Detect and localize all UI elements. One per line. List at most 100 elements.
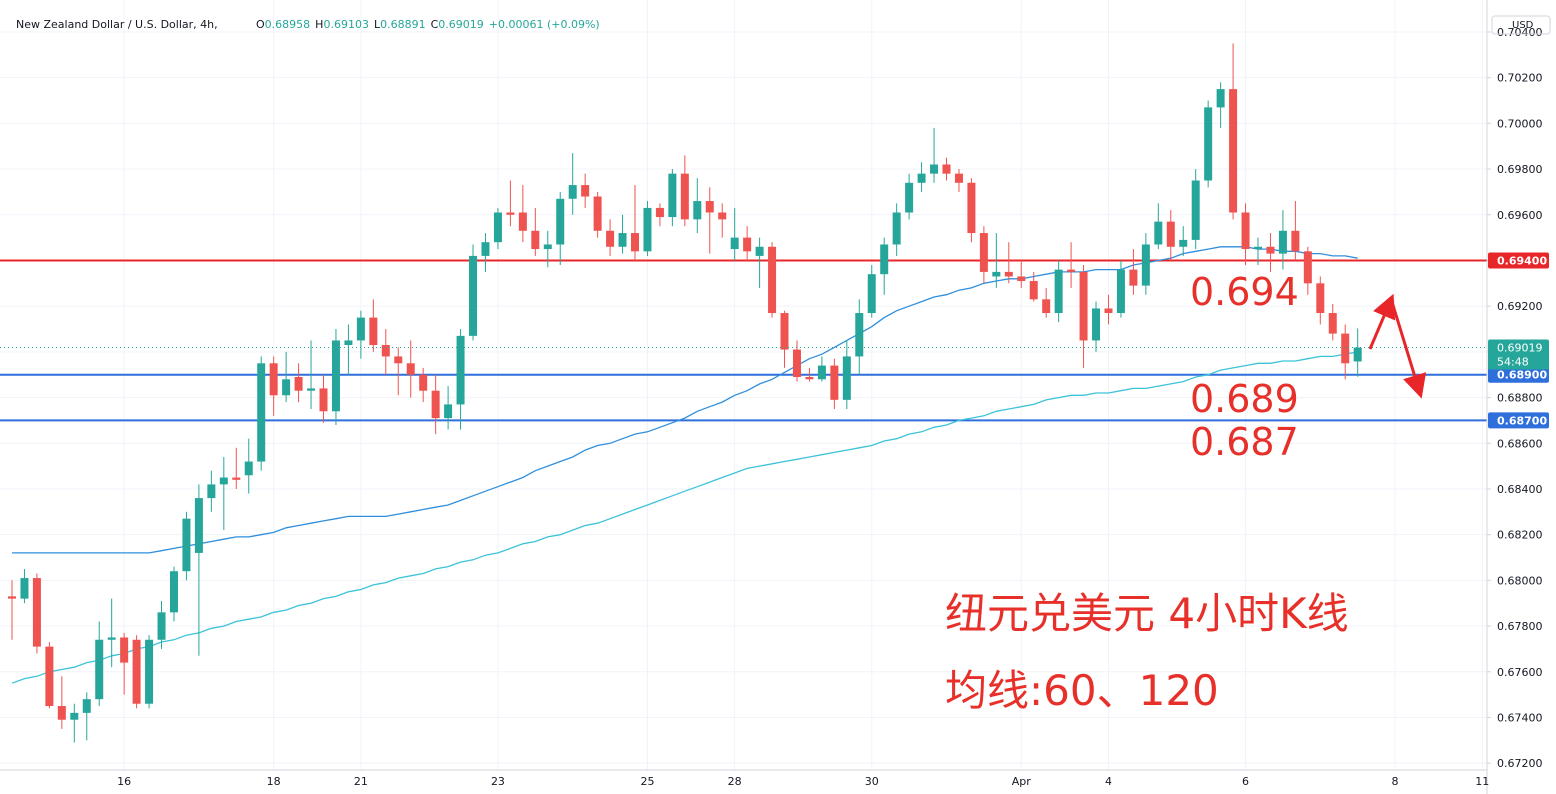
candle-body [57, 706, 66, 720]
y-tick-label: 0.70200 [1497, 72, 1543, 85]
candle-body [331, 340, 340, 412]
x-tick-label: 28 [728, 775, 742, 788]
candle-body [792, 349, 801, 378]
candle-body [82, 699, 91, 713]
candle-body [257, 363, 266, 462]
candle-body [1254, 246, 1262, 250]
candle-body [1191, 180, 1200, 240]
change: +0.00061 (+0.09%) [489, 18, 600, 31]
candle-body [730, 237, 739, 250]
candle-body [369, 317, 378, 346]
candle-body [8, 596, 16, 599]
candle-body [307, 388, 316, 391]
candle-body [1278, 230, 1287, 254]
ohlc-key: C [431, 18, 439, 31]
y-tick-label: 0.68800 [1497, 392, 1543, 405]
x-tick-label: 8 [1392, 775, 1399, 788]
x-tick-label: Apr [1012, 775, 1032, 788]
candle-body [942, 164, 951, 174]
candle-body [930, 164, 939, 174]
ohlc-key: H [315, 18, 323, 31]
x-tick-label: 4 [1105, 775, 1112, 788]
candle-body [444, 404, 453, 419]
candle-body [568, 185, 577, 199]
candle-body [344, 340, 353, 346]
candle-body [406, 363, 415, 375]
level-label-box [1488, 366, 1549, 383]
candle-body [581, 185, 590, 197]
candle-body [531, 230, 540, 250]
candle-body [905, 182, 914, 213]
candle-body [95, 639, 104, 700]
candle-body [1104, 308, 1113, 314]
candle-body [169, 571, 178, 613]
candle-body [1004, 271, 1013, 277]
candle-body [1266, 246, 1275, 254]
level-label-box [1488, 252, 1549, 269]
candle-body [120, 637, 129, 663]
candle-body [743, 237, 752, 252]
x-tick-label: 16 [117, 775, 131, 788]
candle-body [469, 255, 478, 336]
x-tick-label: 30 [865, 775, 879, 788]
candle-body [805, 377, 814, 380]
candle-body [269, 363, 278, 396]
candle-body [394, 356, 403, 364]
candle-body [194, 498, 203, 553]
candle-body [1154, 221, 1163, 245]
chart-title: New Zealand Dollar / U.S. Dollar, 4h, [16, 18, 218, 31]
candle-body [618, 233, 627, 247]
candle-body [244, 461, 253, 476]
currency: USD [1512, 20, 1534, 31]
candle-body [45, 646, 54, 707]
candle-body [1179, 239, 1188, 247]
candle-body [643, 207, 652, 252]
candle-body [182, 518, 191, 572]
ohlc-value: 0.69103 [323, 18, 369, 31]
ohlc-value: 0.69019 [438, 18, 484, 31]
annotation: 纽元兑美元 4小时K线 [945, 589, 1349, 638]
x-tick-label: 6 [1242, 775, 1249, 788]
y-tick-label: 0.69600 [1497, 209, 1543, 222]
candle-body [506, 212, 515, 215]
candle-body [992, 271, 1001, 277]
candle-body [693, 201, 702, 220]
y-tick-label: 0.69200 [1497, 300, 1543, 313]
currency-box [1491, 15, 1551, 35]
candle-body [20, 578, 29, 599]
x-tick-label: 18 [267, 775, 281, 788]
candle-body [768, 246, 777, 314]
annotation: 均线:60、120 [945, 666, 1219, 715]
candle-body [1116, 269, 1125, 314]
candle-body [219, 477, 228, 485]
candle-body [668, 173, 677, 218]
y-tick-label: 0.68600 [1497, 437, 1543, 450]
candle-body [1129, 269, 1138, 286]
candle-body [1079, 271, 1088, 341]
annotation: 0.694 [1190, 270, 1299, 314]
candle-body [1291, 230, 1300, 252]
candle-body [132, 639, 141, 704]
candle-body [680, 173, 689, 220]
candle-body [356, 317, 365, 341]
ohlc-value: 0.68958 [265, 18, 311, 31]
candle-body [755, 246, 764, 256]
candle-body [1328, 313, 1337, 334]
y-tick-label: 0.70000 [1497, 117, 1543, 130]
candle-body [1229, 89, 1238, 213]
level-label: 0.68900 [1497, 369, 1547, 382]
candle-body [830, 365, 839, 400]
candle-body [842, 356, 851, 400]
candle-body [294, 377, 303, 391]
candle-body [1303, 251, 1312, 284]
candle-body [1017, 276, 1026, 282]
y-tick-label: 0.68200 [1497, 529, 1543, 542]
y-tick-label: 0.67600 [1497, 666, 1543, 679]
arrow-up [1368, 293, 1396, 350]
candle-body [1042, 299, 1051, 314]
candle-body [431, 390, 440, 419]
candle-body [456, 335, 465, 405]
candle-body [780, 313, 789, 350]
